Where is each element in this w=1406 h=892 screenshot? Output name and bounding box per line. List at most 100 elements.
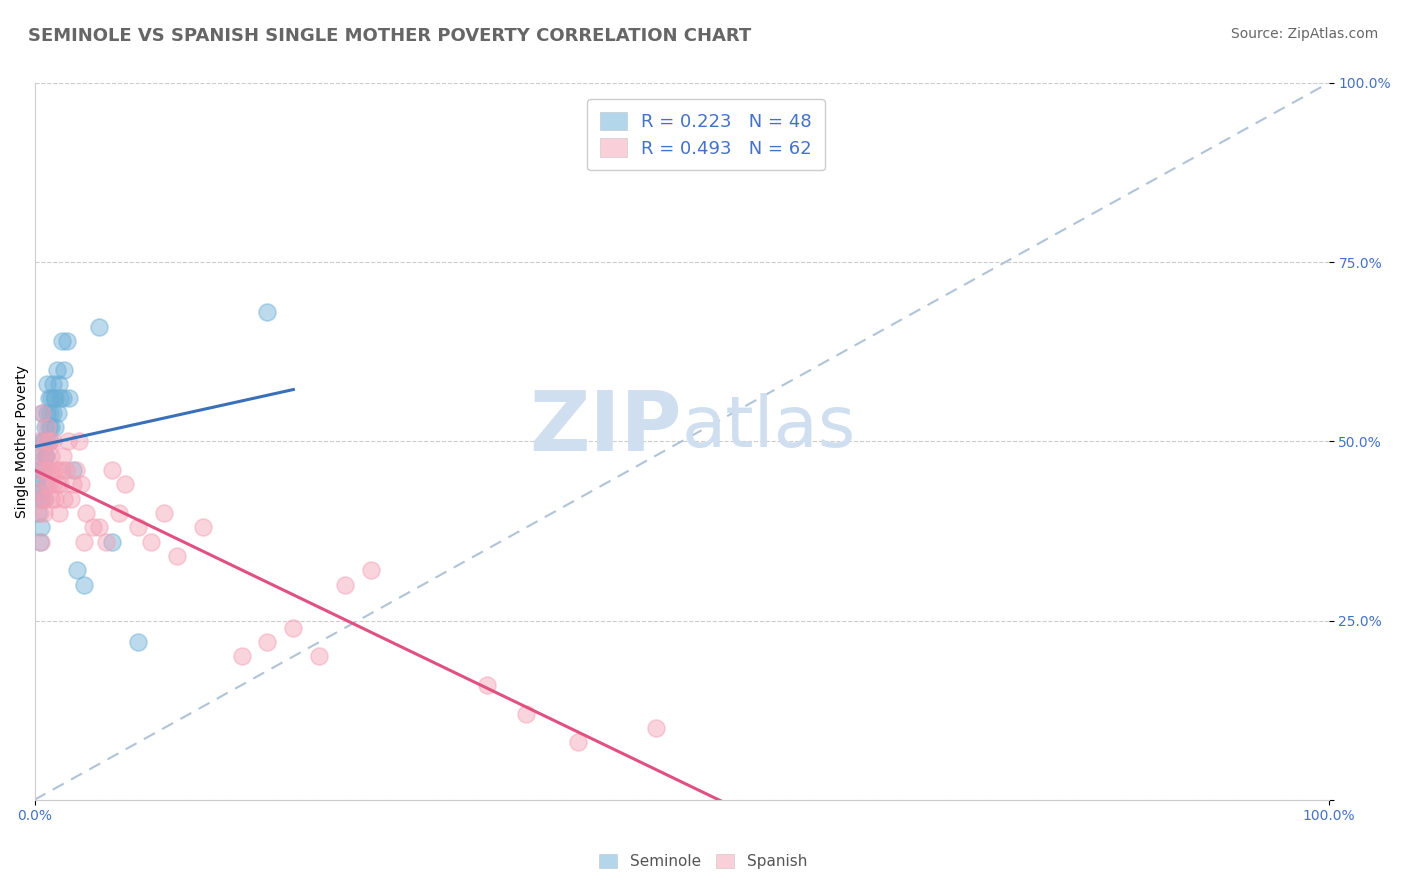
Point xyxy=(37,463,59,477)
Point xyxy=(67,434,90,449)
Point xyxy=(65,463,87,477)
Text: atlas: atlas xyxy=(682,392,856,461)
Point xyxy=(94,534,117,549)
Point xyxy=(35,477,58,491)
Point xyxy=(34,449,56,463)
Point xyxy=(73,534,96,549)
Point xyxy=(34,420,56,434)
Point xyxy=(75,506,97,520)
Point xyxy=(42,392,65,406)
Point xyxy=(45,362,67,376)
Point xyxy=(49,477,72,491)
Point xyxy=(41,449,63,463)
Point xyxy=(44,420,66,434)
Text: ZIP: ZIP xyxy=(529,386,682,467)
Point xyxy=(46,463,69,477)
Point xyxy=(27,463,49,477)
Point xyxy=(39,434,62,449)
Point xyxy=(28,484,51,499)
Point xyxy=(127,520,149,534)
Point xyxy=(62,477,84,491)
Point xyxy=(38,434,60,449)
Point xyxy=(35,477,58,491)
Point xyxy=(41,477,63,491)
Point xyxy=(107,506,129,520)
Point xyxy=(31,449,53,463)
Point xyxy=(32,434,55,449)
Point xyxy=(515,706,537,721)
Point xyxy=(101,534,124,549)
Point xyxy=(166,549,188,563)
Point xyxy=(44,491,66,506)
Point xyxy=(38,420,60,434)
Point xyxy=(82,520,104,534)
Point xyxy=(114,477,136,491)
Point xyxy=(49,392,72,406)
Point xyxy=(25,484,48,499)
Point xyxy=(30,520,52,534)
Point xyxy=(34,491,56,506)
Point xyxy=(38,477,60,491)
Y-axis label: Single Mother Poverty: Single Mother Poverty xyxy=(15,365,30,518)
Point xyxy=(360,563,382,577)
Point xyxy=(37,406,59,420)
Point xyxy=(46,406,69,420)
Point xyxy=(30,491,52,506)
Point xyxy=(89,520,111,534)
Point xyxy=(644,721,666,735)
Point xyxy=(66,563,89,577)
Point xyxy=(31,406,53,420)
Point xyxy=(139,534,162,549)
Point xyxy=(44,392,66,406)
Point xyxy=(31,434,53,449)
Point xyxy=(42,463,65,477)
Point xyxy=(48,376,70,391)
Point xyxy=(127,635,149,649)
Point xyxy=(58,392,80,406)
Point xyxy=(27,470,49,484)
Point xyxy=(48,506,70,520)
Point xyxy=(32,506,55,520)
Point xyxy=(27,506,49,520)
Point xyxy=(231,649,253,664)
Point xyxy=(308,649,330,664)
Point xyxy=(62,463,84,477)
Point xyxy=(39,406,62,420)
Point xyxy=(256,635,278,649)
Point xyxy=(477,678,499,692)
Point xyxy=(32,463,55,477)
Point xyxy=(567,735,589,749)
Point xyxy=(45,477,67,491)
Point xyxy=(37,376,59,391)
Point xyxy=(35,449,58,463)
Point xyxy=(32,463,55,477)
Text: Source: ZipAtlas.com: Source: ZipAtlas.com xyxy=(1230,27,1378,41)
Point xyxy=(153,506,176,520)
Point xyxy=(41,392,63,406)
Point xyxy=(28,534,51,549)
Point xyxy=(58,434,80,449)
Point xyxy=(53,362,76,376)
Point xyxy=(30,534,52,549)
Point xyxy=(28,449,51,463)
Point xyxy=(59,491,82,506)
Point xyxy=(38,392,60,406)
Point xyxy=(56,334,79,348)
Text: SEMINOLE VS SPANISH SINGLE MOTHER POVERTY CORRELATION CHART: SEMINOLE VS SPANISH SINGLE MOTHER POVERT… xyxy=(28,27,751,45)
Point xyxy=(52,449,75,463)
Point xyxy=(30,463,52,477)
Point xyxy=(30,491,52,506)
Point xyxy=(41,420,63,434)
Point xyxy=(55,463,77,477)
Point xyxy=(28,506,51,520)
Legend: Seminole, Spanish: Seminole, Spanish xyxy=(593,848,813,875)
Point xyxy=(89,319,111,334)
Point xyxy=(37,420,59,434)
Point xyxy=(53,491,76,506)
Point xyxy=(191,520,214,534)
Point xyxy=(256,305,278,319)
Point xyxy=(51,334,73,348)
Legend: R = 0.223   N = 48, R = 0.493   N = 62: R = 0.223 N = 48, R = 0.493 N = 62 xyxy=(588,99,824,170)
Point xyxy=(32,491,55,506)
Point xyxy=(41,434,63,449)
